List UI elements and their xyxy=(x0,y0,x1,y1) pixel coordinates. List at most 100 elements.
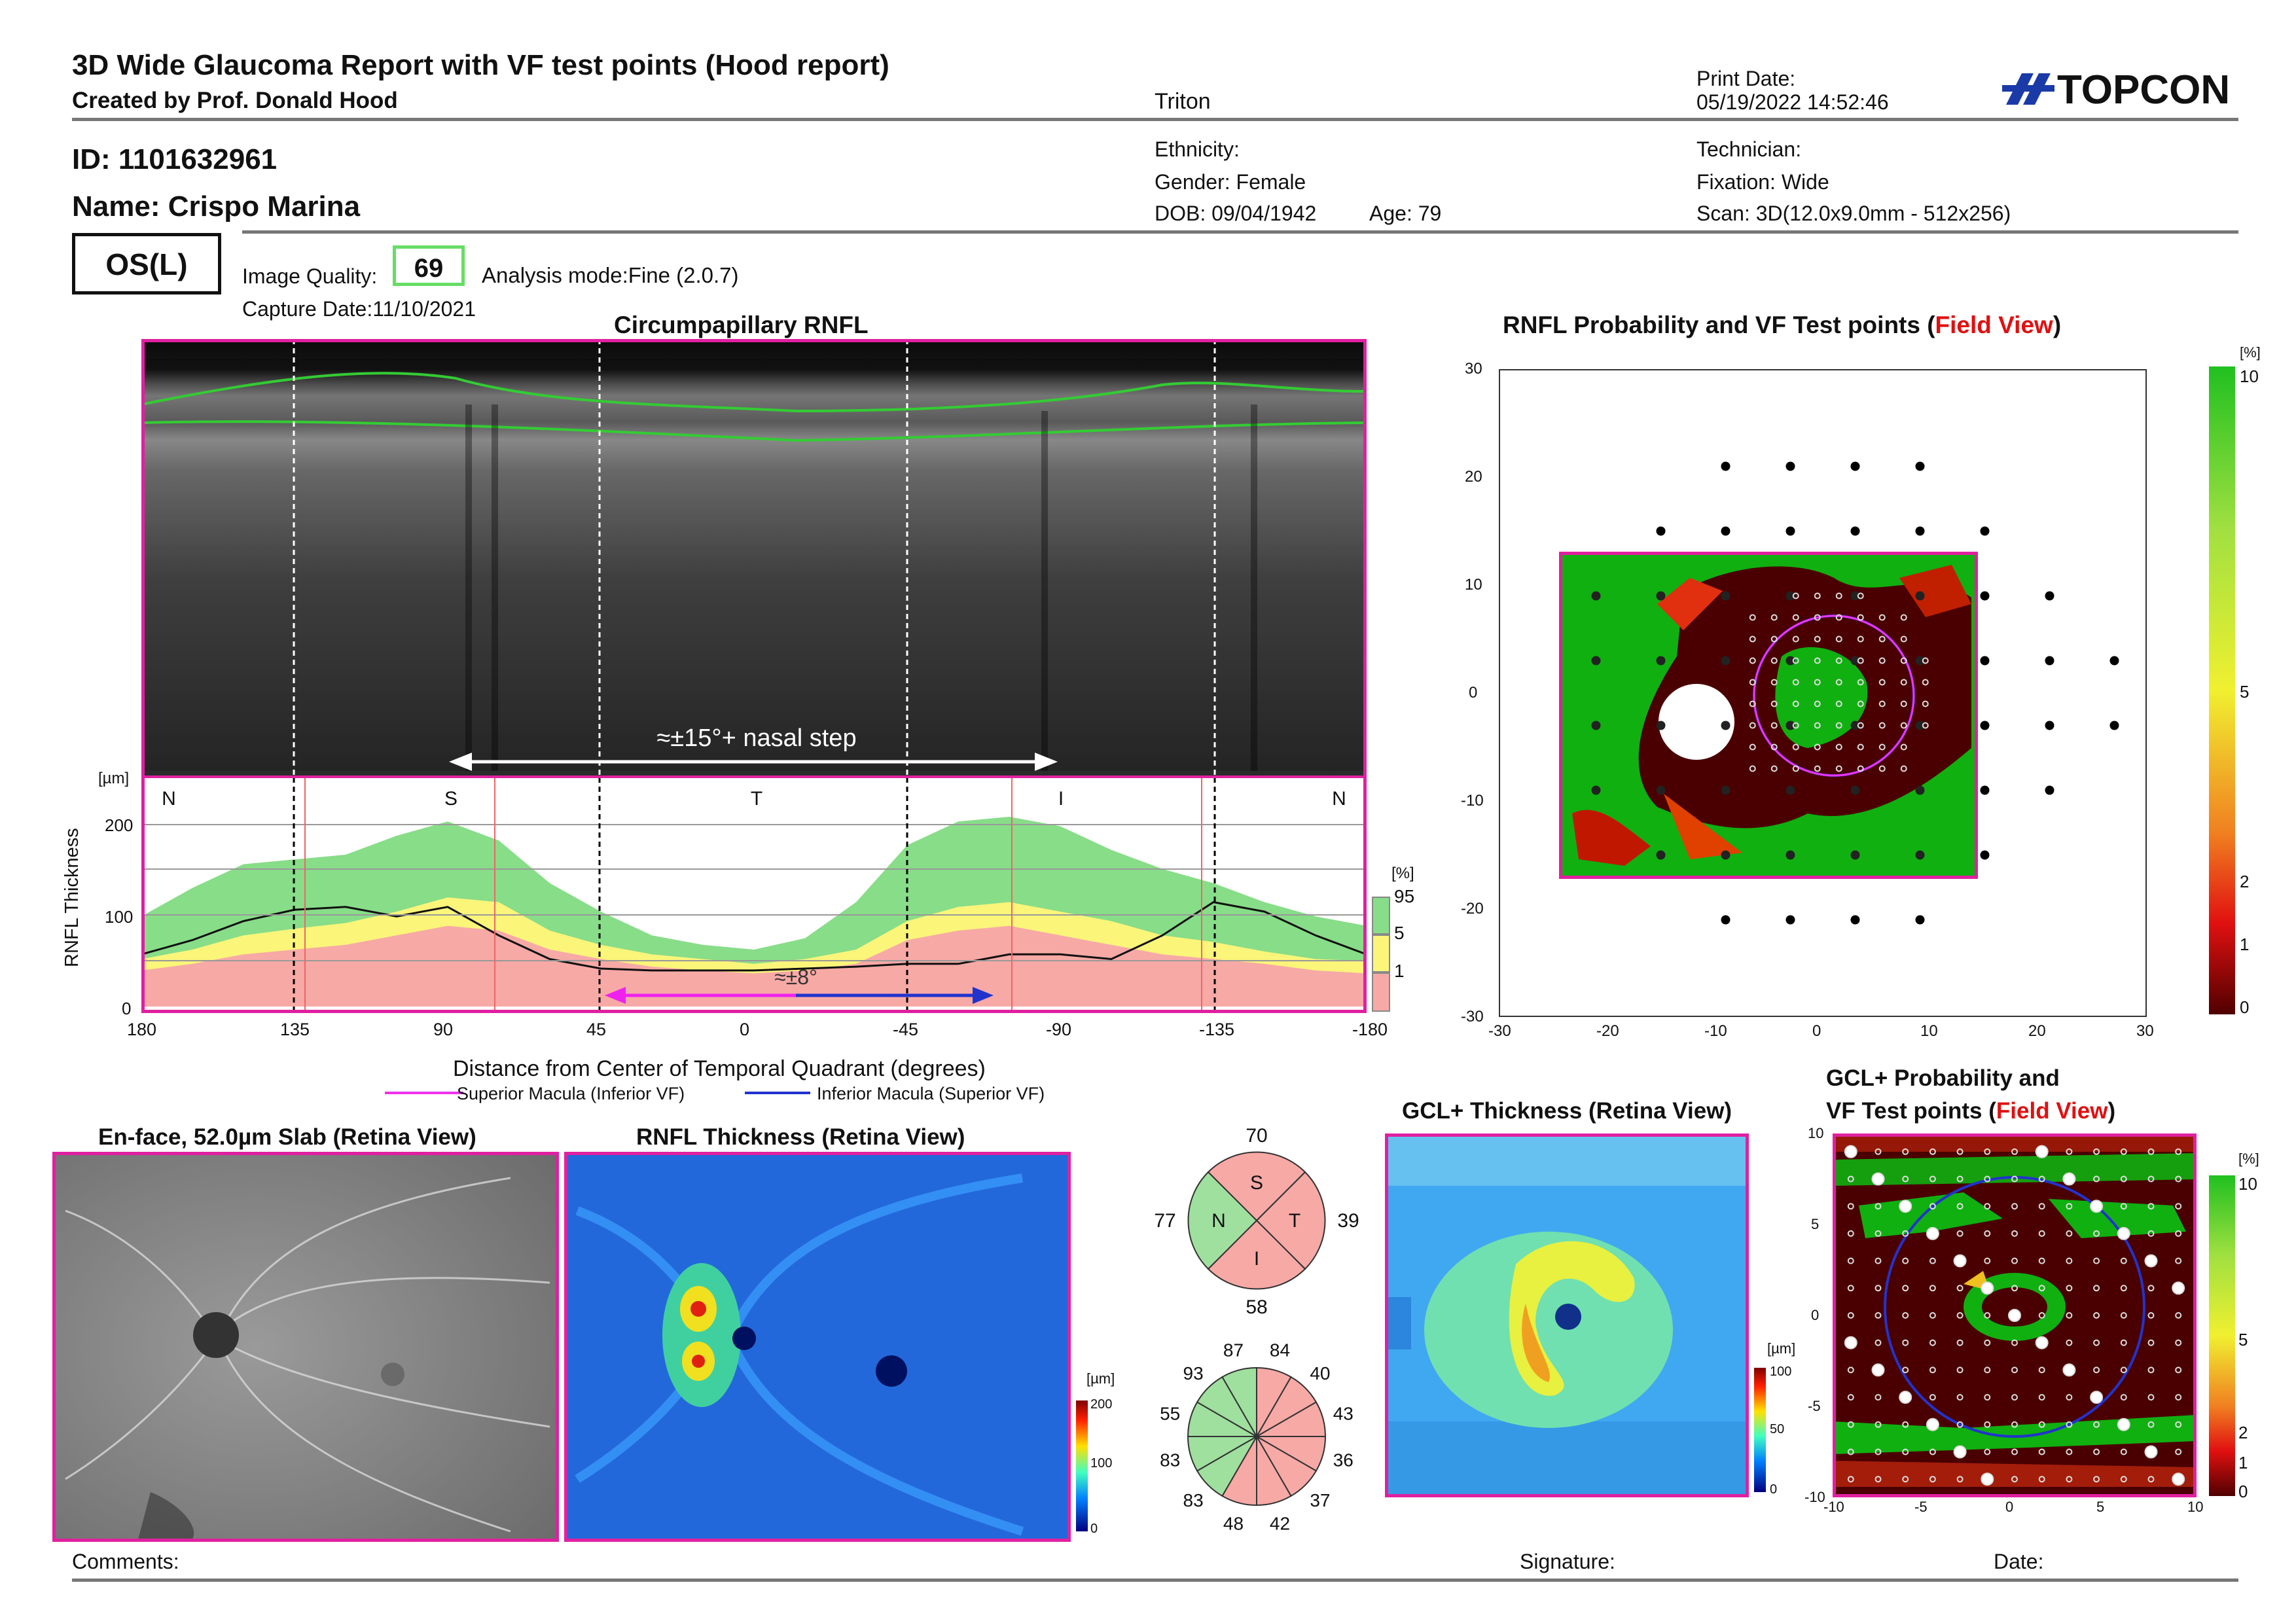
rnfl-x-tick: -90 xyxy=(1046,1020,1072,1039)
gcl-map-frame xyxy=(1385,1133,1749,1497)
vf-test-points xyxy=(1591,461,2119,925)
pct-swatch-red xyxy=(1372,972,1390,1012)
gcl-test-point xyxy=(2093,1175,2100,1183)
macula-test-point xyxy=(1814,657,1821,664)
vf-test-point xyxy=(2045,785,2054,795)
macula-test-point xyxy=(1878,635,1886,643)
macula-test-point xyxy=(1900,722,1907,729)
macula-test-point xyxy=(1749,679,1756,686)
gcl-test-point xyxy=(1984,1148,1991,1155)
prob-y-tick: 20 xyxy=(1465,468,1482,486)
gcl-test-point xyxy=(2062,1363,2076,1377)
gcl-test-point xyxy=(1956,1476,1964,1483)
gcl-prob-title-1: GCL+ Probability and xyxy=(1826,1065,2060,1091)
signature-label: Signature: xyxy=(1520,1550,1615,1573)
gcl-test-point xyxy=(2120,1285,2127,1292)
clock-sector-value: 48 xyxy=(1223,1513,1244,1533)
rnfl-scale-label: 0 xyxy=(1090,1522,1098,1536)
sector-letter-n: N xyxy=(1211,1210,1226,1232)
macula-test-point xyxy=(1770,614,1778,621)
macula-test-point xyxy=(1857,722,1864,729)
rnfl-y-tick: 100 xyxy=(105,907,134,927)
vf-test-point xyxy=(1915,850,1925,860)
gcl-test-point xyxy=(2066,1394,2073,1401)
vf-test-point xyxy=(1850,785,1860,795)
macula-test-point xyxy=(1770,679,1778,686)
gcl-test-point xyxy=(1956,1203,1964,1210)
clock-sector-value: 83 xyxy=(1160,1450,1180,1471)
macula-test-point xyxy=(1857,614,1864,621)
gcl-test-point xyxy=(2144,1445,2158,1459)
pct-label: 95 xyxy=(1394,886,1415,906)
gcl-test-point xyxy=(2120,1175,2127,1183)
rnfl-x-tick: 135 xyxy=(280,1020,310,1039)
gcl-test-point xyxy=(2147,1148,2155,1155)
device-name: Triton xyxy=(1155,89,1211,114)
gcl-test-point xyxy=(2147,1312,2155,1319)
rnfl-y-unit: [µm] xyxy=(98,770,130,787)
comments-label: Comments: xyxy=(72,1550,179,1573)
gcl-test-point xyxy=(2066,1421,2073,1428)
gcl-thickness-map xyxy=(1385,1133,1749,1497)
gcl-test-point xyxy=(1902,1366,1909,1374)
nasal-step-label: ≈±15°+ nasal step xyxy=(656,724,856,752)
gcl-scale-label: 0 xyxy=(1770,1482,1778,1497)
macula-test-point xyxy=(1900,765,1907,772)
macula-test-point xyxy=(1749,657,1756,664)
macula-test-point xyxy=(1770,722,1778,729)
gcl-test-point xyxy=(1929,1476,1936,1483)
vf-test-point xyxy=(1785,915,1795,925)
gcl-test-point xyxy=(1874,1285,1882,1292)
gcl-test-point xyxy=(1844,1145,1857,1158)
gcl-test-point xyxy=(1899,1200,1912,1213)
macula-test-point xyxy=(1814,614,1821,621)
macula-test-point xyxy=(1814,592,1821,599)
gcl-test-point xyxy=(2066,1203,2073,1210)
gcl-test-point xyxy=(1874,1203,1882,1210)
gcl-test-point xyxy=(2011,1476,2018,1483)
pct-label: 1 xyxy=(1394,961,1405,981)
quadrant-value-bottom: 58 xyxy=(1246,1296,1267,1318)
rnfl-x-tick: -180 xyxy=(1352,1020,1388,1039)
gcl-test-point xyxy=(2144,1254,2158,1268)
vf-test-point xyxy=(1785,461,1795,471)
gcl-test-point xyxy=(2147,1394,2155,1401)
capture-date: Capture Date:11/10/2021 xyxy=(242,297,476,321)
logo-text: TOPCON xyxy=(2057,67,2230,111)
macula-test-point xyxy=(1835,592,1842,599)
gcl-test-point xyxy=(2038,1394,2045,1401)
rnfl-title: Circumpapillary RNFL xyxy=(614,312,869,338)
macula-test-point xyxy=(1814,635,1821,643)
gcl-test-point xyxy=(2093,1230,2100,1237)
macula-test-point xyxy=(1878,765,1886,772)
gcl-test-point xyxy=(2038,1203,2045,1210)
macula-test-point xyxy=(1857,679,1864,686)
sector-letter-t: T xyxy=(1289,1210,1300,1232)
header-divider xyxy=(72,118,2238,121)
rnfl-thickness-map xyxy=(564,1152,1071,1542)
prob-title-red: Field View xyxy=(1935,312,2053,338)
vf-test-point xyxy=(1785,526,1795,536)
rnfl-x-tick: 45 xyxy=(586,1020,607,1039)
macula-test-point xyxy=(1900,657,1907,664)
gcl-test-point xyxy=(1874,1476,1882,1483)
vf-test-point xyxy=(1850,461,1860,471)
gcl-x-tick: -5 xyxy=(1914,1499,1928,1515)
gcl-test-point xyxy=(1902,1421,1909,1428)
macula-test-point xyxy=(1835,635,1842,643)
rnfl-x-tick: 180 xyxy=(127,1020,157,1039)
vf-test-point xyxy=(1850,591,1860,601)
gcl-test-point xyxy=(2147,1421,2155,1428)
gcl-test-point xyxy=(2175,1339,2182,1346)
macula-test-point xyxy=(1835,679,1842,686)
rnfl-y-label: RNFL Thickness xyxy=(62,828,82,967)
gcl-test-point xyxy=(2090,1200,2104,1213)
gcl-test-point xyxy=(2066,1148,2073,1155)
gcl-y-tick: -5 xyxy=(1808,1398,1821,1414)
gcl-test-point xyxy=(2066,1285,2073,1292)
gcl-test-point xyxy=(2093,1476,2100,1483)
date-label: Date: xyxy=(1994,1550,2044,1573)
gcl-test-point xyxy=(2117,1418,2130,1431)
vf-test-point xyxy=(1721,915,1731,925)
vf-test-point xyxy=(1591,721,1601,730)
